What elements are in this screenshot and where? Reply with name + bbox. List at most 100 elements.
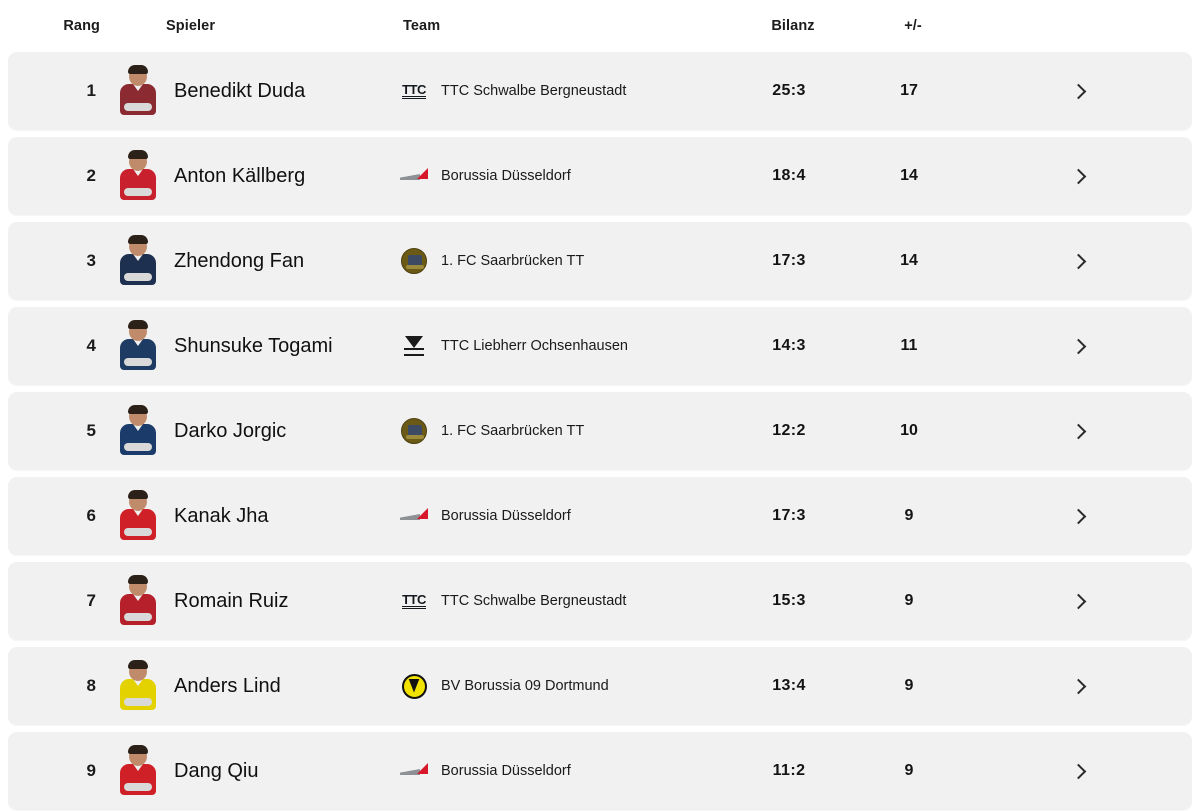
player-cell[interactable]: Shunsuke Togami — [104, 318, 394, 374]
player-cell[interactable]: Benedikt Duda — [104, 63, 394, 119]
column-header-team[interactable]: Team — [403, 18, 441, 34]
player-cell[interactable]: Anders Lind — [104, 658, 394, 714]
player-cell[interactable]: Darko Jorgic — [104, 403, 394, 459]
plusminus-value: 14 — [900, 252, 918, 269]
column-header-player[interactable]: Spieler — [166, 18, 216, 34]
borussia-duesseldorf-logo — [399, 161, 429, 191]
avatar — [116, 148, 160, 204]
ttc-schwalbe-logo: TTC — [399, 76, 429, 106]
row-detail-button[interactable] — [964, 508, 1192, 524]
row-detail-button[interactable] — [964, 593, 1192, 609]
player-name: Kanak Jha — [174, 504, 269, 527]
borussia-duesseldorf-logo — [399, 501, 429, 531]
balance-value: 14:3 — [772, 337, 806, 354]
team-cell[interactable]: TTC Liebherr Ochsenhausen — [394, 331, 724, 361]
chevron-right-icon — [1070, 508, 1086, 524]
plusminus-value: 10 — [900, 422, 918, 439]
player-cell[interactable]: Dang Qiu — [104, 743, 394, 799]
table-row[interactable]: 3 Zhendong Fan 1. FC Saarbrücken TT 17:3… — [8, 222, 1192, 300]
player-name: Benedikt Duda — [174, 79, 306, 102]
team-cell[interactable]: TTC TTC Schwalbe Bergneustadt — [394, 76, 724, 106]
ochsenhausen-logo — [399, 331, 429, 361]
player-cell[interactable]: Romain Ruiz — [104, 573, 394, 629]
avatar — [116, 233, 160, 289]
team-name: 1. FC Saarbrücken TT — [441, 423, 585, 439]
team-name: TTC Schwalbe Bergneustadt — [441, 593, 627, 609]
table-row[interactable]: 1 Benedikt Duda TTC TTC Schwalbe Bergneu… — [8, 52, 1192, 130]
plusminus-value: 9 — [904, 762, 914, 779]
table-row[interactable]: 4 Shunsuke Togami TTC Liebherr Ochsenhau… — [8, 307, 1192, 385]
team-name: TTC Liebherr Ochsenhausen — [441, 338, 628, 354]
plusminus-value: 9 — [904, 507, 914, 524]
saarbruecken-logo — [399, 246, 429, 276]
ttc-schwalbe-logo: TTC — [399, 586, 429, 616]
column-header-balance[interactable]: Bilanz — [771, 18, 815, 34]
team-cell[interactable]: Borussia Düsseldorf — [394, 501, 724, 531]
team-cell[interactable]: BV Borussia 09 Dortmund — [394, 671, 724, 701]
plusminus-value: 11 — [900, 337, 918, 354]
row-detail-button[interactable] — [964, 83, 1192, 99]
table-row[interactable]: 6 Kanak Jha Borussia Düsseldorf 17:3 9 — [8, 477, 1192, 555]
rank-value: 2 — [86, 166, 96, 185]
rank-value: 4 — [86, 336, 96, 355]
chevron-right-icon — [1070, 423, 1086, 439]
row-detail-button[interactable] — [964, 168, 1192, 184]
player-name: Romain Ruiz — [174, 589, 289, 612]
balance-value: 18:4 — [772, 167, 806, 184]
row-detail-button[interactable] — [964, 678, 1192, 694]
table-row[interactable]: 9 Dang Qiu Borussia Düsseldorf 11:2 9 — [8, 732, 1192, 810]
table-row[interactable]: 5 Darko Jorgic 1. FC Saarbrücken TT 12:2… — [8, 392, 1192, 470]
avatar — [116, 403, 160, 459]
player-name: Anton Källberg — [174, 164, 306, 187]
team-cell[interactable]: 1. FC Saarbrücken TT — [394, 416, 724, 446]
balance-value: 11:2 — [772, 762, 806, 779]
team-name: TTC Schwalbe Bergneustadt — [441, 83, 627, 99]
team-name: 1. FC Saarbrücken TT — [441, 253, 585, 269]
player-name: Anders Lind — [174, 674, 281, 697]
borussia-duesseldorf-logo — [399, 756, 429, 786]
column-header-rank[interactable]: Rang — [63, 18, 100, 34]
chevron-right-icon — [1070, 253, 1086, 269]
rank-value: 9 — [86, 761, 96, 780]
row-detail-button[interactable] — [964, 253, 1192, 269]
team-cell[interactable]: Borussia Düsseldorf — [394, 756, 724, 786]
bvb-dortmund-logo — [399, 671, 429, 701]
avatar — [116, 318, 160, 374]
saarbruecken-logo — [399, 416, 429, 446]
player-cell[interactable]: Anton Källberg — [104, 148, 394, 204]
row-detail-button[interactable] — [964, 763, 1192, 779]
player-name: Zhendong Fan — [174, 249, 305, 272]
rank-value: 5 — [86, 421, 96, 440]
rank-value: 7 — [86, 591, 96, 610]
table-row[interactable]: 8 Anders Lind BV Borussia 09 Dortmund 13… — [8, 647, 1192, 725]
avatar — [116, 658, 160, 714]
table-row[interactable]: 2 Anton Källberg Borussia Düsseldorf 18:… — [8, 137, 1192, 215]
player-name: Dang Qiu — [174, 759, 259, 782]
chevron-right-icon — [1070, 338, 1086, 354]
balance-value: 12:2 — [772, 422, 806, 439]
balance-value: 15:3 — [772, 592, 806, 609]
column-header-plusminus[interactable]: +/- — [904, 18, 922, 34]
table-body: 1 Benedikt Duda TTC TTC Schwalbe Bergneu… — [8, 52, 1192, 810]
player-name: Darko Jorgic — [174, 419, 287, 442]
balance-value: 17:3 — [772, 252, 806, 269]
player-cell[interactable]: Zhendong Fan — [104, 233, 394, 289]
team-cell[interactable]: TTC TTC Schwalbe Bergneustadt — [394, 586, 724, 616]
avatar — [116, 743, 160, 799]
avatar — [116, 488, 160, 544]
rank-value: 1 — [86, 81, 96, 100]
team-cell[interactable]: Borussia Düsseldorf — [394, 161, 724, 191]
table-row[interactable]: 7 Romain Ruiz TTC TTC Schwalbe Bergneust… — [8, 562, 1192, 640]
chevron-right-icon — [1070, 83, 1086, 99]
chevron-right-icon — [1070, 763, 1086, 779]
player-cell[interactable]: Kanak Jha — [104, 488, 394, 544]
team-cell[interactable]: 1. FC Saarbrücken TT — [394, 246, 724, 276]
row-detail-button[interactable] — [964, 338, 1192, 354]
balance-value: 25:3 — [772, 82, 806, 99]
team-name: Borussia Düsseldorf — [441, 168, 571, 184]
row-detail-button[interactable] — [964, 423, 1192, 439]
plusminus-value: 9 — [904, 592, 914, 609]
rank-value: 8 — [86, 676, 96, 695]
plusminus-value: 17 — [900, 82, 918, 99]
